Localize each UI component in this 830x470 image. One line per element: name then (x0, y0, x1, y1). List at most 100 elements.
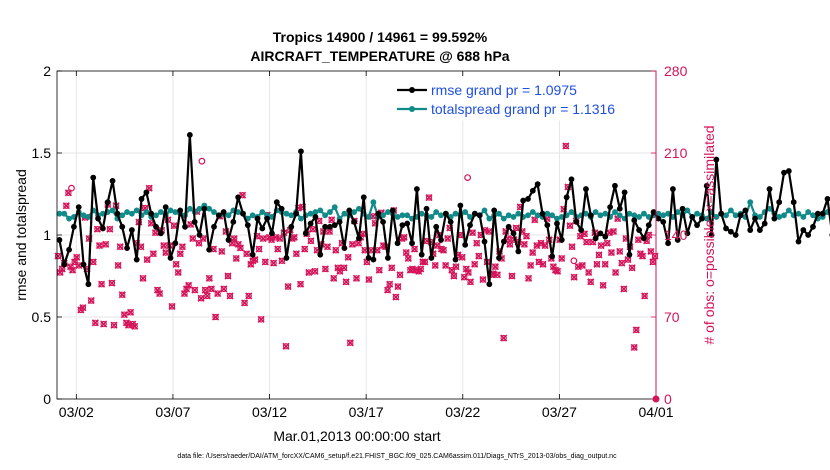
obs-possible-marker (255, 245, 263, 253)
rmse-point (703, 182, 710, 189)
obs-possible-marker (610, 228, 617, 235)
x-axis-label: Mar.01,2013 00:00:00 start (273, 428, 440, 444)
spread-point (370, 199, 377, 206)
spread-point (515, 210, 522, 217)
x-tick-label-4: 03/22 (445, 404, 480, 420)
rmse-point (723, 225, 729, 232)
spread-point (602, 210, 609, 217)
spread-point (225, 212, 232, 219)
rmse-point (631, 217, 638, 224)
rmse-point (737, 212, 744, 219)
spread-point (428, 214, 435, 220)
obs-possible-marker (131, 323, 138, 330)
obs-possible-marker (88, 297, 95, 304)
obs-possible-marker (69, 266, 76, 274)
obs-possible-marker (411, 245, 418, 253)
rmse-point (500, 238, 507, 245)
rmse-point (554, 220, 560, 227)
obs-possible-marker (604, 240, 611, 247)
obs-possible-marker (251, 256, 259, 263)
rmse-point (529, 187, 536, 194)
rmse-point (114, 210, 121, 217)
rmse-point (607, 204, 614, 211)
rmse-point (660, 218, 667, 225)
obs-possible-marker (631, 344, 638, 351)
rmse-point (124, 245, 130, 252)
obs-possible-marker (492, 263, 499, 270)
rmse-point (616, 205, 623, 212)
rmse-point (235, 194, 242, 201)
rmse-point (674, 237, 681, 243)
spread-point (317, 207, 324, 214)
spread-point (732, 212, 739, 219)
spread-point (592, 209, 599, 215)
rmse-point (718, 210, 725, 217)
rmse-point (732, 232, 739, 238)
obs-possible-marker (291, 234, 298, 241)
x-tick-label-0: 03/02 (59, 404, 94, 420)
rmse-point (341, 245, 348, 252)
spread-point (307, 210, 314, 217)
obs-possible-marker (612, 269, 619, 276)
rmse-point (375, 210, 382, 217)
obs-possible-marker (307, 237, 315, 245)
obs-possible-marker (245, 292, 252, 300)
legend-box (392, 76, 652, 121)
obs-possible-marker (233, 255, 240, 262)
rmse-point (201, 205, 208, 212)
spread-point (481, 207, 488, 214)
obs-possible-marker (260, 235, 267, 242)
obs-possible-marker (554, 268, 561, 275)
rmse-point (496, 255, 502, 261)
spread-point (544, 210, 551, 217)
obs-possible-marker (102, 241, 109, 248)
rmse-point (814, 210, 821, 217)
obs-possible-marker (301, 245, 308, 253)
obs-possible-marker (92, 319, 99, 327)
data-file-footnote: data file: /Users/raeder/DAI/ATM_forcXX/… (177, 453, 617, 460)
obs-possible-marker (305, 269, 312, 276)
rmse-point (327, 223, 333, 230)
rmse-point (211, 223, 217, 230)
rmse-point (99, 225, 106, 232)
left-y-tick-label-1: 0.5 (32, 309, 52, 325)
obs-possible-marker (608, 249, 615, 256)
rmse-point (394, 240, 401, 247)
obs-possible-marker (258, 316, 265, 323)
rmse-point (80, 261, 87, 268)
rmse-point (384, 255, 391, 261)
obs-possible-marker (54, 252, 62, 260)
spread-point (810, 212, 816, 219)
obs-possible-marker (108, 279, 116, 287)
x-tick-label-5: 03/27 (542, 404, 577, 420)
rmse-point (587, 212, 594, 219)
obs-possible-marker (214, 290, 221, 297)
rmse-point (713, 156, 720, 163)
obs-possible-marker (94, 225, 101, 233)
obs-possible-marker (199, 235, 207, 242)
x-axis-ticks: 03/02 03/07 03/12 03/17 03/22 03/27 04/01 (59, 71, 674, 420)
left-y-tick-label-2: 1 (43, 227, 51, 243)
obs-possible-marker (473, 240, 480, 247)
rmse-point (264, 215, 271, 222)
spread-point (496, 210, 502, 217)
spread-point (124, 209, 130, 215)
rmse-point (481, 238, 488, 245)
rmse-point (389, 207, 396, 214)
rmse-point (534, 181, 541, 188)
rmse-point (795, 238, 802, 245)
left-y-axis-ticks: 0 0.5 1 1.5 2 (32, 63, 62, 407)
rmse-point (510, 230, 517, 237)
right-y-tick-label-4: 280 (664, 63, 688, 79)
obs-possible-marker (471, 261, 478, 268)
rmse-point (360, 194, 367, 201)
obs-possible-marker (189, 235, 196, 242)
obs-possible-marker (191, 286, 198, 294)
obs-possible-marker (401, 234, 408, 241)
rmse-point (104, 199, 111, 206)
rmse-point (322, 223, 329, 230)
obs-possible-marker (68, 184, 75, 192)
obs-possible-marker (119, 291, 126, 298)
spread-point (694, 210, 700, 217)
obs-possible-marker (448, 266, 455, 274)
